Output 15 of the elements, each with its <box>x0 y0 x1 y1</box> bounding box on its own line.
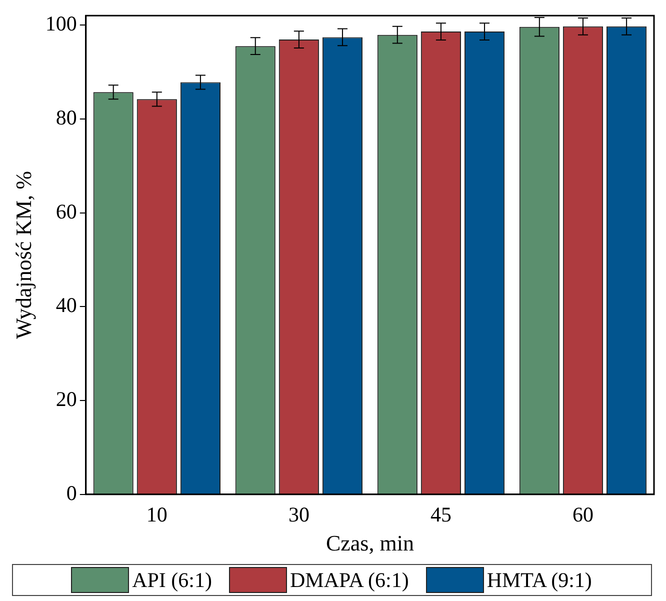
legend-label: DMAPA (6:1) <box>290 568 409 592</box>
legend-label: API (6:1) <box>132 568 212 592</box>
y-axis-title: Wydajność KM, % <box>10 171 36 339</box>
y-tick-label: 80 <box>56 105 77 130</box>
y-tick-label: 20 <box>56 387 77 412</box>
x-axis-title: Czas, min <box>326 530 414 556</box>
x-tick-label: 10 <box>146 502 168 527</box>
x-tick-label: 60 <box>572 502 594 527</box>
legend-label: HMTA (9:1) <box>486 568 592 592</box>
y-tick-label: 60 <box>56 199 77 224</box>
x-tick-label: 30 <box>288 502 310 527</box>
x-tick-label: 45 <box>430 502 452 527</box>
y-tick-label: 100 <box>45 12 77 36</box>
y-tick-label: 40 <box>56 293 77 318</box>
y-tick-label: 0 <box>66 480 77 505</box>
